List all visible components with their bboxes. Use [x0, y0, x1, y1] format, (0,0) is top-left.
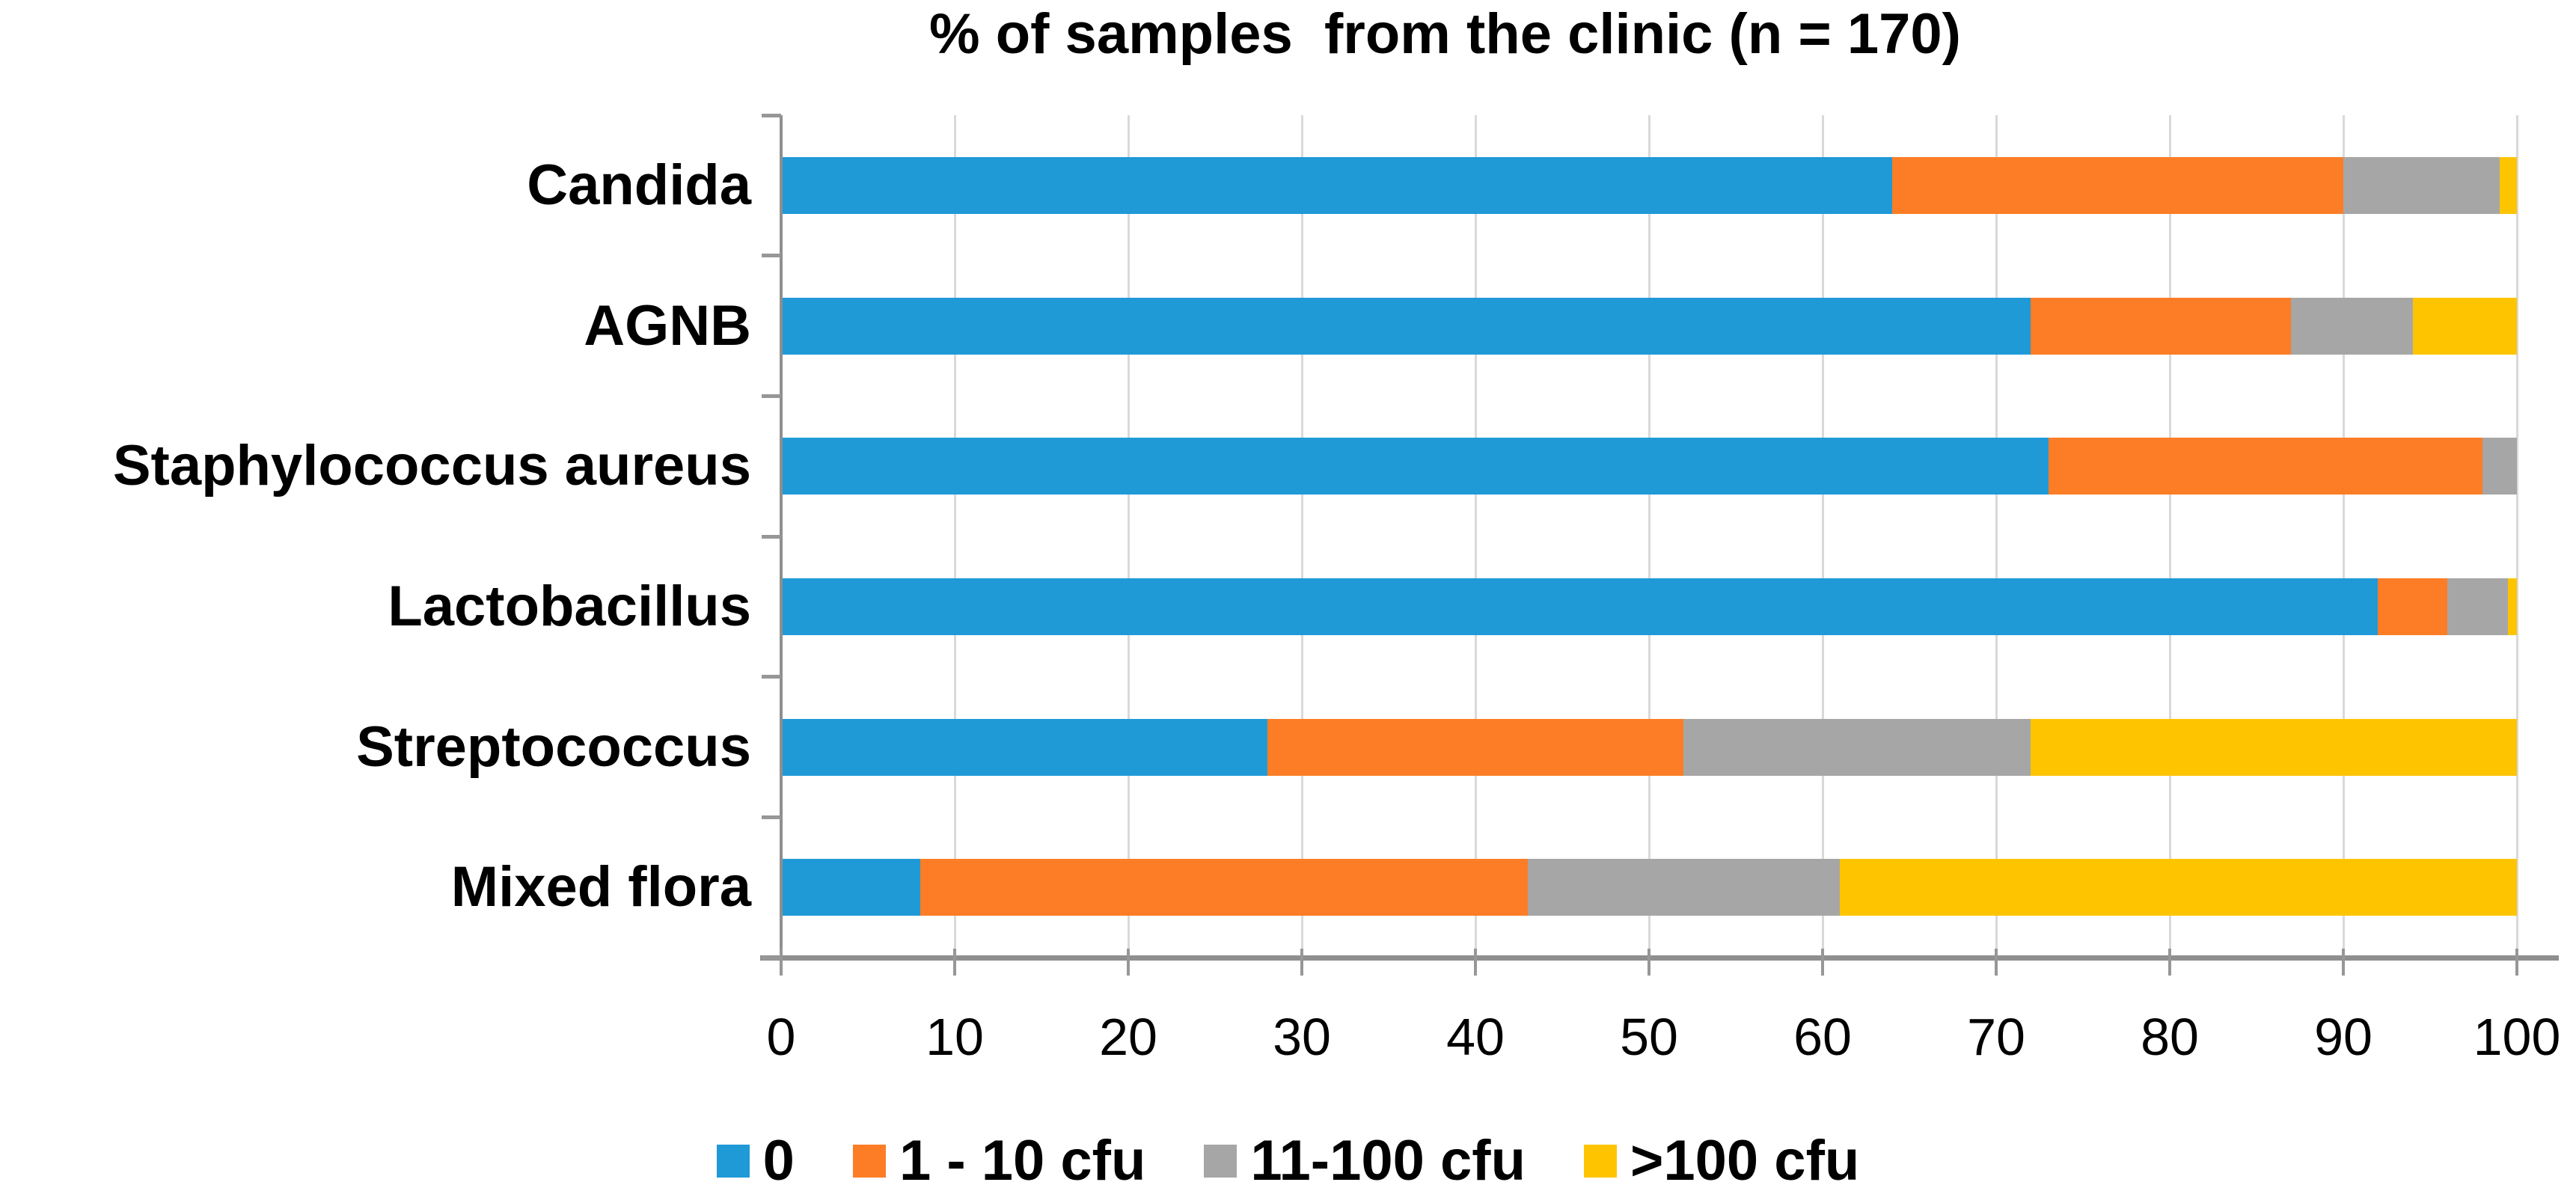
bar-segment-0 — [781, 297, 2031, 355]
bar-segment-0 — [781, 156, 1892, 214]
y-axis-line — [780, 115, 783, 958]
x-axis-tick-label: 70 — [1967, 1008, 2025, 1066]
bar-segment->100 cfu — [2499, 156, 2517, 214]
gridline — [2168, 115, 2171, 958]
legend-label: 1 - 10 cfu — [899, 1129, 1146, 1193]
legend-swatch — [852, 1144, 886, 1178]
bar-row — [781, 297, 2517, 355]
legend-entry: 1 - 10 cfu — [852, 1128, 1146, 1193]
bar-segment-11-100 cfu — [2291, 297, 2413, 355]
bar-row — [781, 438, 2517, 495]
gridline — [1300, 115, 1303, 958]
x-axis-tick-label: 20 — [1099, 1008, 1157, 1066]
gridline — [2515, 115, 2518, 958]
legend-label: 11-100 cfu — [1250, 1129, 1526, 1193]
category-label: Staphylococcus aureus — [112, 434, 751, 498]
x-axis-tick — [2168, 949, 2171, 976]
y-axis-tick — [762, 113, 781, 117]
x-axis-tick-label: 30 — [1273, 1008, 1331, 1066]
x-axis-tick-label: 50 — [1620, 1008, 1678, 1066]
bar-segment-0 — [781, 859, 920, 916]
bar-segment-11-100 cfu — [2482, 438, 2517, 495]
legend-swatch — [1584, 1144, 1617, 1178]
legend-entry: >100 cfu — [1584, 1128, 1859, 1193]
x-axis-tick — [953, 949, 956, 976]
bar-row — [781, 578, 2517, 635]
bar-row — [781, 859, 2517, 916]
bar-segment-11-100 cfu — [1683, 718, 2031, 776]
gridline — [1821, 115, 1824, 958]
legend: 0 1 - 10 cfu 11-100 cfu >100 cfu — [0, 1128, 2576, 1193]
bar-segment->100 cfu — [2031, 718, 2517, 776]
bar-row — [781, 156, 2517, 214]
legend-label: 0 — [762, 1129, 795, 1193]
x-axis-tick — [1127, 949, 1130, 976]
bar-segment-1 - 10 cfu — [1267, 718, 1684, 776]
gridline — [1995, 115, 1998, 958]
bar-segment-1 - 10 cfu — [1891, 156, 2343, 214]
bar-segment->100 cfu — [2412, 297, 2517, 355]
bar-segment-0 — [781, 438, 2049, 495]
x-axis-tick — [1474, 949, 1477, 976]
bar-segment-11-100 cfu — [2447, 578, 2509, 635]
bar-segment-11-100 cfu — [2343, 156, 2500, 214]
bar-segment-1 - 10 cfu — [2048, 438, 2482, 495]
x-axis-tick — [1648, 949, 1650, 976]
x-axis-tick-label: 40 — [1446, 1008, 1505, 1066]
x-axis-tick — [1821, 949, 1824, 976]
category-label: Lactobacillus — [388, 574, 751, 638]
bar-segment-1 - 10 cfu — [2031, 297, 2292, 355]
bar-segment->100 cfu — [2508, 578, 2517, 635]
x-axis-tick-label: 80 — [2141, 1008, 2199, 1066]
bar-segment-0 — [781, 718, 1267, 776]
gridline — [1474, 115, 1477, 958]
bar-segment->100 cfu — [1840, 859, 2517, 916]
x-axis-tick-label: 60 — [1793, 1008, 1852, 1066]
x-axis-tick-label: 0 — [766, 1008, 796, 1066]
category-label: AGNB — [584, 293, 751, 358]
x-axis-tick — [2515, 949, 2518, 976]
gridline — [1127, 115, 1130, 958]
x-axis-line — [760, 955, 2559, 961]
bar-segment-1 - 10 cfu — [2378, 578, 2448, 635]
gridline — [2342, 115, 2345, 958]
legend-swatch — [716, 1144, 750, 1178]
chart-title: % of samples from the clinic (n = 170) — [929, 2, 1961, 66]
x-axis-tick — [780, 949, 783, 976]
y-axis-tick — [762, 394, 781, 398]
bar-row — [781, 718, 2517, 776]
x-axis-tick — [1300, 949, 1303, 976]
legend-entry: 0 — [716, 1128, 795, 1193]
y-axis-tick — [762, 534, 781, 539]
legend-entry: 11-100 cfu — [1204, 1128, 1526, 1193]
bar-segment-11-100 cfu — [1527, 859, 1841, 916]
x-axis-tick — [1995, 949, 1998, 976]
legend-swatch — [1204, 1144, 1237, 1178]
legend-label: >100 cfu — [1630, 1129, 1860, 1193]
y-axis-tick — [762, 675, 781, 679]
category-label: Mixed flora — [450, 855, 751, 919]
x-axis-tick-label: 90 — [2314, 1008, 2372, 1066]
category-label: Candida — [527, 153, 751, 217]
gridline — [1648, 115, 1650, 958]
bar-segment-1 - 10 cfu — [920, 859, 1528, 916]
category-label: Streptococcus — [356, 714, 751, 779]
gridline — [953, 115, 956, 958]
y-axis-tick — [762, 815, 781, 819]
x-axis-tick-label: 100 — [2473, 1008, 2561, 1066]
bar-segment-0 — [781, 578, 2378, 635]
plot-area — [781, 115, 2518, 958]
x-axis-tick — [2342, 949, 2345, 976]
x-axis-tick-label: 10 — [926, 1008, 984, 1066]
y-axis-tick — [762, 254, 781, 258]
y-axis-tick — [762, 955, 781, 960]
